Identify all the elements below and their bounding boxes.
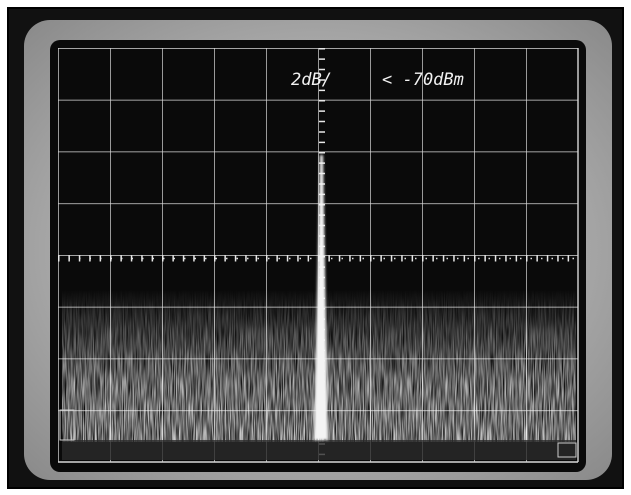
graticule-edge [58, 48, 579, 463]
unit-box [557, 442, 577, 458]
scale-readout: 2dB/ [291, 70, 332, 90]
marker-box [59, 409, 75, 441]
baseline-strip [62, 440, 576, 460]
carrier-peak [314, 155, 328, 440]
reference-readout: < -70dBm [382, 70, 464, 90]
